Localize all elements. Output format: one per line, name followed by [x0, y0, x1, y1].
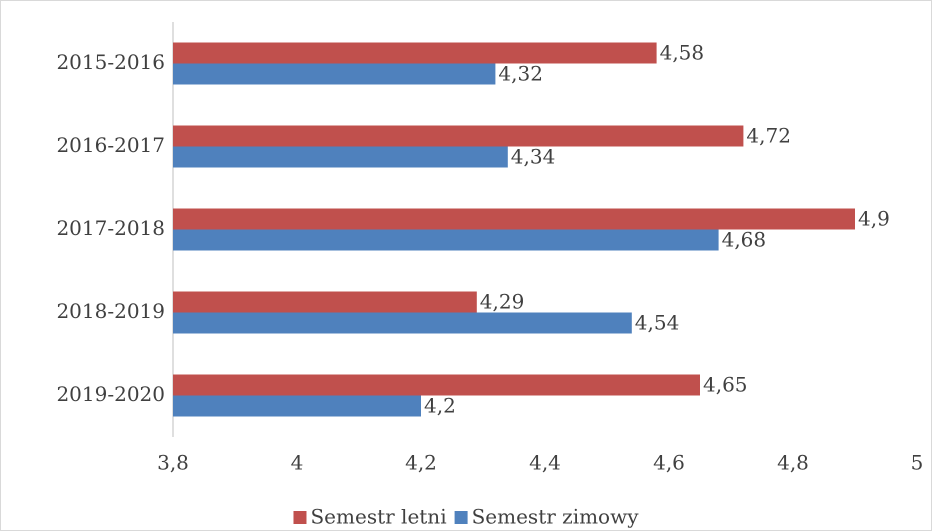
- bar: [173, 63, 496, 85]
- legend-label: Semestr zimowy: [472, 505, 640, 529]
- bar: [173, 208, 855, 230]
- bar: [173, 229, 719, 251]
- x-tick-label: 4: [291, 451, 304, 475]
- legend-label: Semestr letni: [310, 505, 446, 529]
- legend-swatch: [454, 511, 468, 524]
- legend-swatch: [293, 511, 307, 524]
- x-tick-label: 4,6: [653, 451, 685, 475]
- bar: [173, 291, 477, 313]
- value-label: 4,54: [635, 311, 680, 335]
- bar: [173, 146, 508, 168]
- value-label: 4,9: [858, 207, 890, 231]
- bar: [173, 125, 744, 147]
- x-tick-label: 5: [911, 451, 924, 475]
- value-label: 4,65: [703, 373, 748, 397]
- y-tick-label: 2015-2016: [56, 50, 165, 74]
- x-tick-label: 4,8: [777, 451, 809, 475]
- bar: [173, 374, 700, 396]
- value-label: 4,72: [746, 124, 791, 148]
- x-tick-label: 3,8: [157, 451, 189, 475]
- y-tick-label: 2019-2020: [56, 382, 165, 406]
- x-tick-label: 4,4: [529, 451, 561, 475]
- bar: [173, 312, 632, 334]
- value-label: 4,2: [424, 394, 456, 418]
- bar: [173, 395, 421, 417]
- value-label: 4,32: [498, 62, 543, 86]
- value-label: 4,29: [480, 290, 525, 314]
- y-tick-label: 2018-2019: [56, 299, 165, 323]
- value-label: 4,68: [722, 228, 767, 252]
- x-tick-label: 4,2: [405, 451, 437, 475]
- bar: [173, 42, 657, 64]
- y-tick-label: 2017-2018: [56, 216, 165, 240]
- value-label: 4,58: [660, 41, 705, 65]
- value-label: 4,34: [511, 145, 556, 169]
- y-tick-label: 2016-2017: [56, 133, 165, 157]
